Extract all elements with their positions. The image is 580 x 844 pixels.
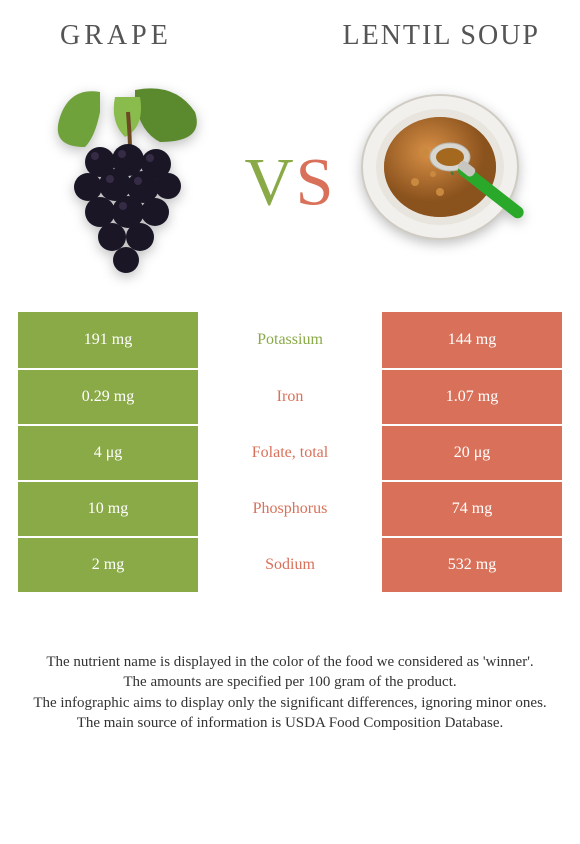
table-row: 10 mgPhosphorus74 mg <box>18 480 562 536</box>
left-value-cell: 4 μg <box>18 426 198 480</box>
vs-s: S <box>296 144 336 220</box>
left-value-cell: 2 mg <box>18 538 198 592</box>
comparison-table: 191 mgPotassium144 mg0.29 mgIron1.07 mg4… <box>18 312 562 592</box>
footer-line: The main source of information is USDA F… <box>22 713 558 733</box>
nutrient-name-cell: Sodium <box>198 538 382 592</box>
nutrient-name-cell: Phosphorus <box>198 482 382 536</box>
table-row: 0.29 mgIron1.07 mg <box>18 368 562 424</box>
nutrient-name-cell: Iron <box>198 370 382 424</box>
nutrient-name-cell: Folate, total <box>198 426 382 480</box>
table-row: 191 mgPotassium144 mg <box>18 312 562 368</box>
left-value-cell: 0.29 mg <box>18 370 198 424</box>
right-value-cell: 20 μg <box>382 426 562 480</box>
right-value-cell: 74 mg <box>382 482 562 536</box>
right-value-cell: 144 mg <box>382 312 562 368</box>
right-value-cell: 532 mg <box>382 538 562 592</box>
footer-notes: The nutrient name is displayed in the co… <box>0 652 580 733</box>
left-value-cell: 10 mg <box>18 482 198 536</box>
grape-image <box>30 82 230 282</box>
table-row: 4 μgFolate, total20 μg <box>18 424 562 480</box>
footer-line: The nutrient name is displayed in the co… <box>22 652 558 672</box>
header: GRAPE LENTIL SOUP <box>0 0 580 62</box>
right-food-title: LENTIL SOUP <box>342 20 540 52</box>
table-row: 2 mgSodium532 mg <box>18 536 562 592</box>
vs-label: VS <box>245 143 336 222</box>
left-value-cell: 191 mg <box>18 312 198 368</box>
nutrient-name-cell: Potassium <box>198 312 382 368</box>
vs-v: V <box>245 144 296 220</box>
soup-image <box>350 82 550 282</box>
images-row: VS <box>0 72 580 292</box>
left-food-title: GRAPE <box>60 20 172 52</box>
right-value-cell: 1.07 mg <box>382 370 562 424</box>
footer-line: The amounts are specified per 100 gram o… <box>22 672 558 692</box>
footer-line: The infographic aims to display only the… <box>22 693 558 713</box>
